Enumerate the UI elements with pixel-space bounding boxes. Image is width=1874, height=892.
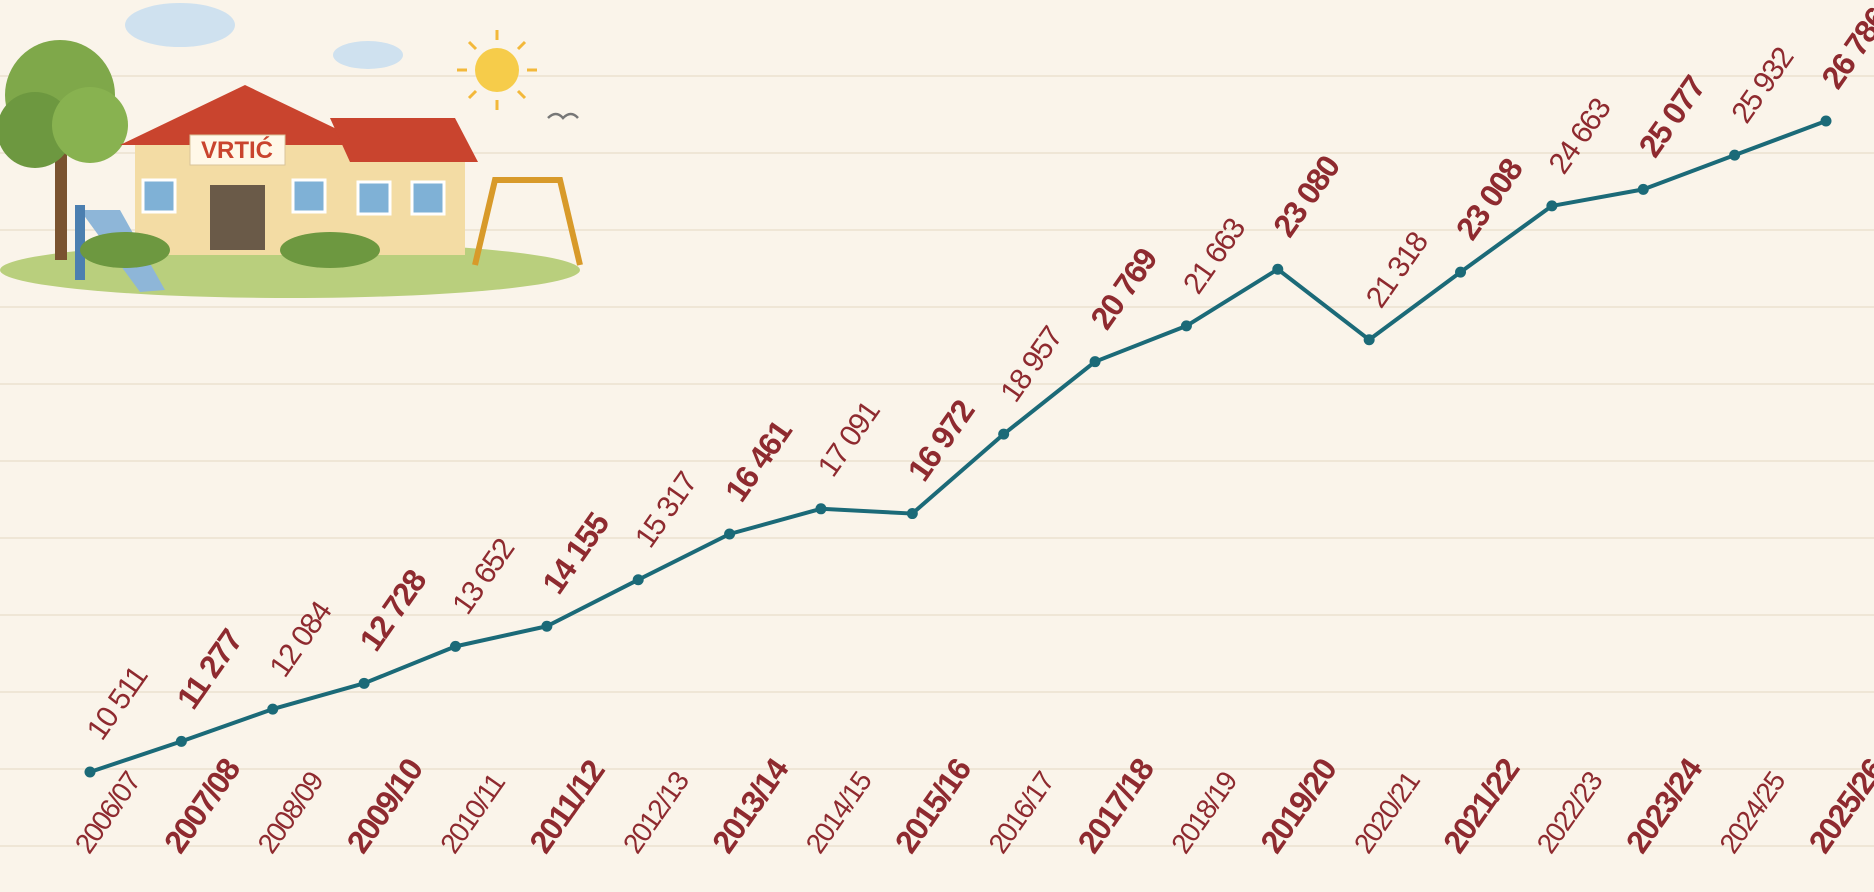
x-tick-label: 2007/08 [157,752,247,859]
x-tick-label: 2024/25 [1713,766,1791,859]
value-label: 21 663 [1177,213,1252,300]
point [1364,334,1375,345]
value-label: 12 084 [263,596,338,683]
point [907,508,918,519]
x-tick-label: 2018/19 [1165,766,1243,859]
value-label: 13 652 [446,533,521,620]
x-tick-label: 2009/10 [340,752,430,859]
point [724,529,735,540]
value-label: 17 091 [812,395,887,482]
x-tick-label: 2012/13 [617,766,695,859]
value-label: 10 511 [81,660,155,746]
point [1729,150,1740,161]
illustration-sign: VRTIĆ [201,136,273,164]
value-label: 15 317 [629,466,704,553]
value-label: 16 972 [901,394,982,488]
point [1090,356,1101,367]
point [267,704,278,715]
x-tick-label: 2010/11 [434,768,511,859]
page: {"illustration_sign": "VRTIĆ", "chart_da… [0,0,1874,892]
x-tick-label: 2021/22 [1436,752,1526,859]
point [633,574,644,585]
x-tick-label: 2008/09 [251,766,329,859]
point [1821,116,1832,127]
value-label: 12 728 [352,563,433,657]
point [176,736,187,747]
value-label: 16 461 [718,414,799,508]
x-tick-label: 2022/23 [1531,766,1609,859]
point [450,641,461,652]
point [1546,200,1557,211]
value-label: 24 663 [1543,93,1618,180]
point [359,678,370,689]
illustration: VRTIĆ [0,3,580,298]
x-tick-label: 2023/24 [1619,751,1710,859]
x-tick-label: 2016/17 [982,766,1060,859]
value-label: 20 769 [1083,242,1164,336]
x-tick-label: 2015/16 [888,752,978,859]
x-tick-label: 2014/15 [800,766,878,859]
x-tick-label: 2025/26 [1801,752,1874,859]
x-tick-label: 2013/14 [705,751,796,859]
value-label: 26 786 [1814,1,1874,95]
point [815,503,826,514]
point [541,621,552,632]
point [85,767,96,778]
point [1455,267,1466,278]
x-tick-label: 2011/12 [522,754,611,860]
value-label: 25 932 [1725,42,1800,129]
value-label: 23 080 [1266,149,1347,243]
x-tick-label: 2019/20 [1253,752,1343,859]
x-tick-label: 2017/18 [1071,752,1161,859]
chart: VRTIĆ 10 5112006/0711 2772007/0812 08420… [0,0,1874,892]
point [1638,184,1649,195]
point [998,429,1009,440]
value-label: 11 277 [170,623,250,716]
value-label: 25 077 [1632,69,1713,163]
point [1181,320,1192,331]
value-label: 14 155 [535,506,616,600]
x-tick-label: 2020/21 [1348,766,1426,859]
value-label: 18 957 [994,321,1069,408]
point [1272,264,1283,275]
x-tick-label: 2006/07 [69,766,147,859]
